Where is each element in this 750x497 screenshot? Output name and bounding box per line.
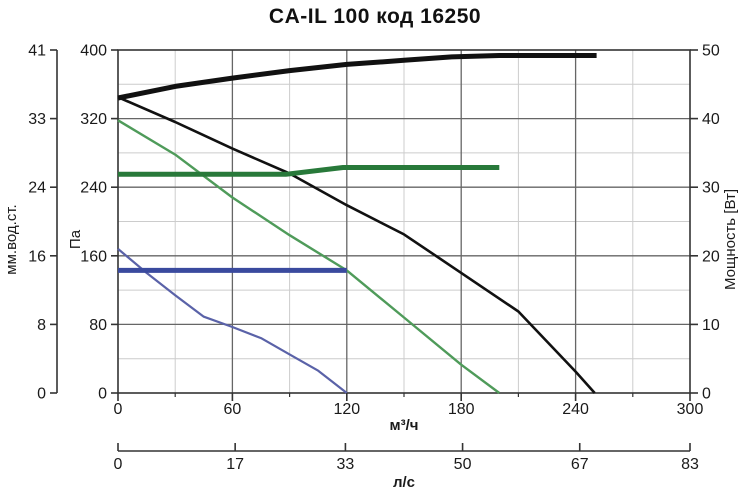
svg-text:400: 400 [80,43,107,60]
svg-text:17: 17 [226,456,244,473]
grid-major [118,50,690,393]
svg-text:33: 33 [337,456,355,473]
pressure-curve-mid-speed [117,119,501,394]
svg-text:120: 120 [333,401,360,418]
svg-text:Па: Па [67,229,84,249]
svg-text:67: 67 [571,456,589,473]
y-axis-mm: 0 8 16 24 33 41 мм.вод.ст. [3,43,58,403]
svg-text:83: 83 [681,456,699,473]
chart-title: CA-IL 100 код 16250 [268,5,482,28]
svg-text:50: 50 [454,456,472,473]
svg-text:160: 160 [80,248,107,265]
power-curve [117,53,597,101]
svg-text:0: 0 [114,456,123,473]
svg-text:16: 16 [28,248,46,265]
svg-text:240: 240 [562,401,589,418]
x-axis-ls: 0 17 33 50 67 83 л/с [114,443,699,491]
svg-text:60: 60 [224,401,242,418]
pressure-curve-high-speed [117,96,596,394]
svg-text:20: 20 [702,248,720,265]
y-axis-pa: 0 80 160 240 320 400 Па [67,43,118,403]
svg-text:8: 8 [37,317,46,334]
level-line-mid [118,165,500,177]
svg-text:м³/ч: м³/ч [390,417,419,434]
svg-text:41: 41 [28,43,46,60]
svg-text:300: 300 [677,401,704,418]
svg-text:0: 0 [702,386,711,403]
svg-text:30: 30 [702,180,720,197]
svg-text:0: 0 [98,386,107,403]
svg-text:240: 240 [80,180,107,197]
svg-text:Мощность [Вт]: Мощность [Вт] [722,189,739,290]
svg-text:24: 24 [28,180,46,197]
svg-text:мм.вод.ст.: мм.вод.ст. [3,204,20,274]
x-axis-flow: 0 60 120 180 240 300 м³/ч [114,393,704,434]
svg-text:33: 33 [28,111,46,128]
svg-text:40: 40 [702,111,720,128]
grid-minor [118,50,690,393]
svg-text:50: 50 [702,43,720,60]
svg-text:л/с: л/с [393,474,415,491]
pressure-curve-low-speed [117,248,348,394]
svg-text:180: 180 [448,401,475,418]
svg-text:10: 10 [702,317,720,334]
svg-text:320: 320 [80,111,107,128]
svg-text:0: 0 [114,401,123,418]
y-axis-power: 0 10 20 30 40 50 Мощность [Вт] [690,43,739,403]
svg-text:0: 0 [37,386,46,403]
svg-text:80: 80 [89,317,107,334]
